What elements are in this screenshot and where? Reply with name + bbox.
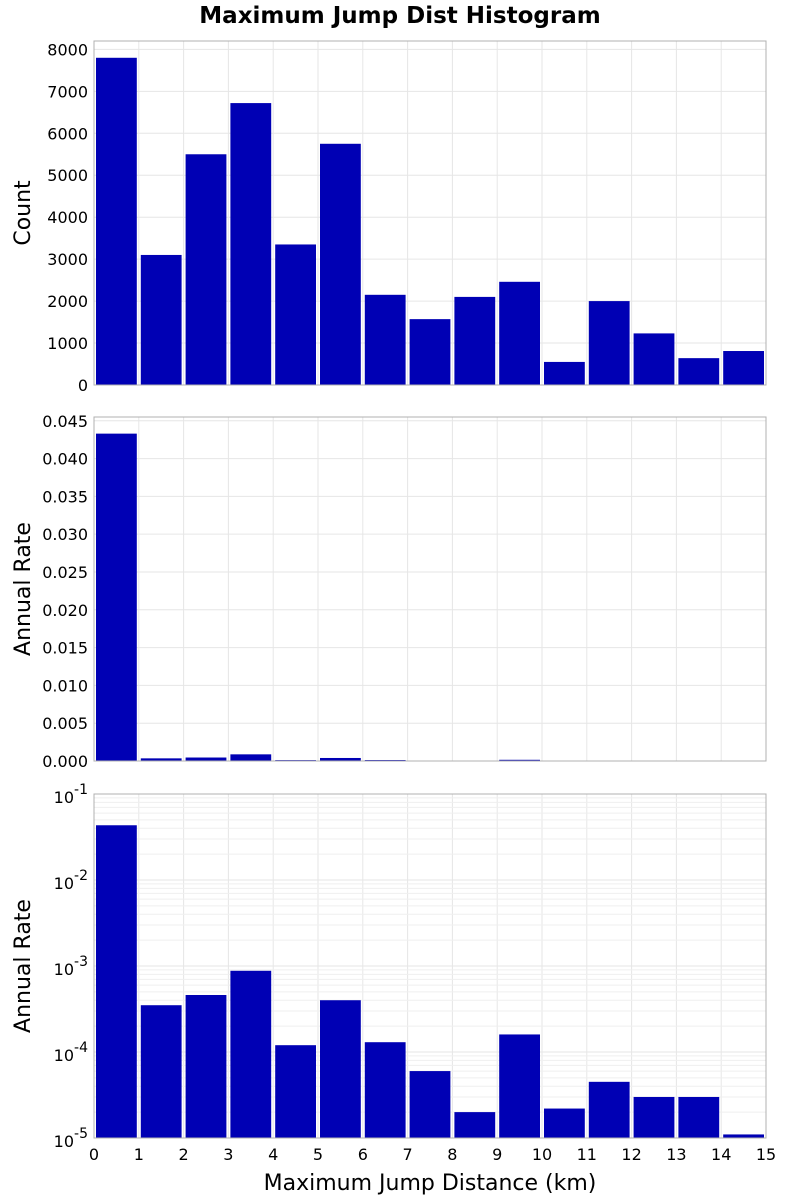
bar-10-11 [544, 1108, 585, 1138]
plot-frame [93, 416, 767, 762]
bar-5-6 [320, 1000, 361, 1138]
bar-9-10 [499, 281, 540, 385]
bar-12-13 [633, 1096, 675, 1138]
bar-3-4 [230, 970, 272, 1138]
bar-0-1 [96, 57, 137, 385]
y-axis-label: Count [11, 180, 36, 246]
y-tick-label: 0.010 [42, 676, 88, 695]
x-tick-label: 1 [134, 1145, 144, 1164]
bar-13-14 [678, 1096, 720, 1138]
bar-9-10 [499, 1034, 540, 1138]
panels: 0 1000 2000 3000 4000 5000 6000 7000 8000 Count 0.… [11, 40, 767, 1151]
y-tick-label: 2000 [47, 292, 88, 311]
y-tick-label: 0 [78, 376, 88, 395]
y-tick-label: 4000 [47, 208, 88, 227]
y-tick-label: 0.035 [42, 487, 88, 506]
y-tick-label: 7000 [47, 82, 88, 101]
x-axis: 0 1 2 3 4 5 6 7 8 9 10 11 12 13 14 15 [89, 1145, 776, 1164]
bar-1-2 [140, 1005, 182, 1138]
y-tick-label: 10-5 [54, 1126, 88, 1151]
y-axis-label: Annual Rate [11, 522, 36, 656]
y-tick-label: 0.045 [42, 412, 88, 431]
panel-2: 0.000 0.005 0.010 0.015 0.020 0.025 0.030 0.035… [11, 412, 767, 771]
bar-3-4 [230, 103, 272, 386]
bar-14-15 [723, 1134, 764, 1138]
y-tick-label: 3000 [47, 250, 88, 269]
y-tick-label: 0.025 [42, 563, 88, 582]
x-tick-label: 5 [313, 1145, 323, 1164]
bar-10-11 [544, 361, 585, 385]
bar-4-5 [275, 1045, 316, 1138]
bar-14-15 [723, 351, 764, 385]
bar-2-3 [185, 154, 227, 385]
y-tick-label: 0.000 [42, 752, 88, 771]
bar-7-8 [409, 319, 451, 385]
bar-1-2 [140, 254, 182, 385]
bar-2-3 [185, 757, 227, 761]
x-tick-label: 15 [756, 1145, 776, 1164]
x-tick-label: 4 [268, 1145, 278, 1164]
x-tick-label: 3 [223, 1145, 233, 1164]
x-tick-label: 11 [577, 1145, 597, 1164]
y-tick-label: 0.005 [42, 714, 88, 733]
bar-6-7 [364, 1042, 406, 1138]
x-tick-label: 12 [621, 1145, 641, 1164]
y-axis-label: Annual Rate [11, 899, 36, 1033]
bar-7-8 [409, 1071, 451, 1138]
bar-11-12 [588, 301, 630, 385]
x-tick-label: 13 [666, 1145, 686, 1164]
bar-4-5 [275, 244, 316, 385]
y-tick-label: 10-3 [54, 954, 88, 979]
panel-3: 10-5 10-4 10-3 10-2 10-1 Annual Rate [11, 782, 767, 1151]
bar-5-6 [320, 757, 361, 761]
x-axis-label: Maximum Jump Distance (km) [264, 1171, 597, 1196]
x-tick-label: 9 [492, 1145, 502, 1164]
panel-1: 0 1000 2000 3000 4000 5000 6000 7000 8000 Count [11, 40, 767, 395]
y-tick-label: 0.030 [42, 525, 88, 544]
y-tick-label: 10-1 [54, 782, 88, 807]
plot-frame [93, 40, 767, 386]
plot-frame [93, 793, 767, 1139]
y-tick-label: 1000 [47, 334, 88, 353]
bar-3-4 [230, 754, 272, 761]
x-tick-label: 6 [358, 1145, 368, 1164]
y-tick-label: 5000 [47, 166, 88, 185]
y-tick-label: 0.015 [42, 639, 88, 658]
bar-11-12 [588, 1081, 630, 1138]
bar-8-9 [454, 296, 496, 385]
x-tick-label: 8 [447, 1145, 457, 1164]
y-tick-label: 0.020 [42, 601, 88, 620]
bar-5-6 [320, 143, 361, 385]
x-tick-label: 7 [403, 1145, 413, 1164]
chart-title: Maximum Jump Dist Histogram [199, 3, 600, 29]
y-tick-label: 10-2 [54, 868, 88, 893]
x-tick-label: 14 [711, 1145, 731, 1164]
bar-9-10 [499, 759, 540, 761]
bar-12-13 [633, 333, 675, 385]
y-tick-label: 0.040 [42, 450, 88, 469]
y-tick-label: 6000 [47, 124, 88, 143]
x-tick-label: 10 [532, 1145, 552, 1164]
y-tick-label: 10-4 [54, 1040, 88, 1065]
y-tick-label: 8000 [47, 40, 88, 59]
bar-0-1 [96, 433, 137, 761]
bar-8-9 [454, 1112, 496, 1138]
x-tick-label: 2 [179, 1145, 189, 1164]
bar-6-7 [364, 294, 406, 385]
bar-0-1 [96, 825, 137, 1138]
bar-1-2 [140, 758, 182, 761]
bar-13-14 [678, 358, 720, 385]
x-tick-label: 0 [89, 1145, 99, 1164]
bar-2-3 [185, 995, 227, 1138]
